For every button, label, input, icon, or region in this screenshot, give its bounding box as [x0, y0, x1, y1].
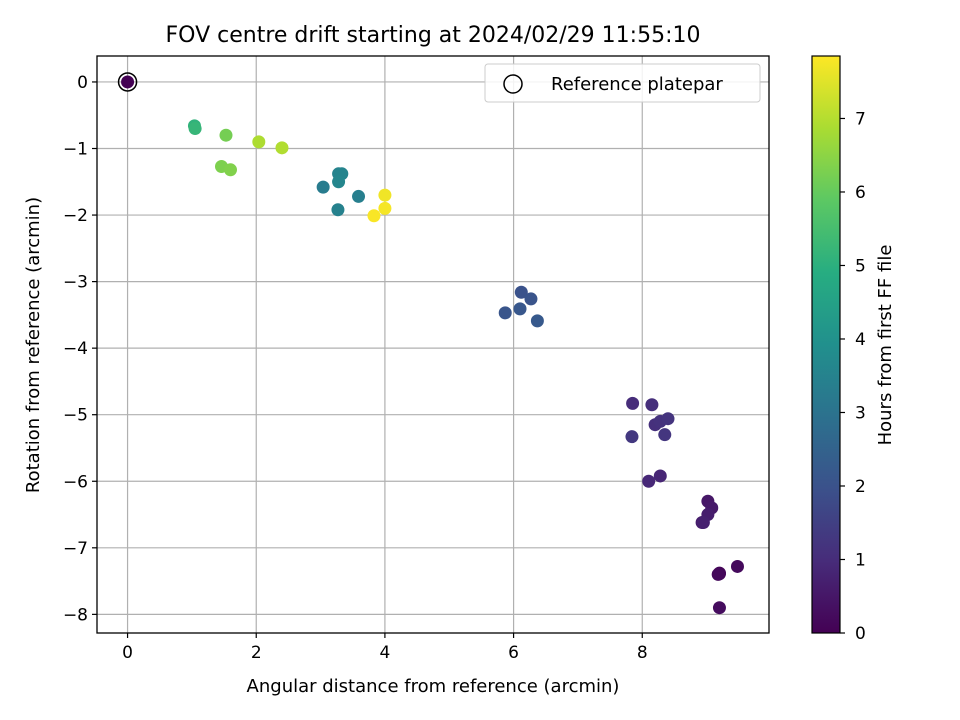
data-point: [514, 285, 528, 299]
data-point: [626, 396, 640, 410]
colorbar-tick-label: 6: [855, 183, 866, 203]
legend-marker-reference: [503, 74, 523, 94]
data-point: [275, 141, 289, 155]
plot-frame: [96, 55, 770, 634]
x-tick-label: 2: [251, 643, 262, 663]
data-point: [219, 128, 233, 142]
y-tick-label: −7: [63, 539, 88, 559]
data-point: [711, 567, 725, 581]
data-point: [658, 428, 672, 442]
plot-grid: [97, 56, 769, 633]
colorbar-tick-label: 5: [855, 256, 866, 276]
colorbar-tick-label: 3: [855, 403, 866, 423]
data-point: [712, 601, 726, 615]
data-point: [498, 306, 512, 320]
x-tick-label: 6: [508, 643, 519, 663]
x-tick-label: 0: [122, 643, 133, 663]
x-tick-label: 8: [637, 643, 648, 663]
data-point: [730, 559, 744, 573]
y-axis-ticks: 0 −1 −2 −3 −4 −5 −6 −7 −8: [63, 73, 97, 625]
colorbar-frame: [811, 55, 841, 634]
data-point: [378, 201, 392, 215]
y-tick-label: −5: [63, 406, 88, 426]
colorbar-tick-label: 7: [855, 109, 866, 129]
reference-marker: [117, 72, 138, 92]
y-tick-label: −4: [63, 339, 88, 359]
y-axis-label: Rotation from reference (arcmin): [23, 197, 44, 493]
y-tick-label: 0: [77, 73, 88, 93]
colorbar: 0 1 2 3 4 5 6 7 Hours from first FF file: [811, 55, 896, 644]
x-tick-label: 4: [379, 643, 390, 663]
data-point: [625, 430, 639, 444]
data-point: [530, 314, 544, 328]
data-point: [513, 302, 527, 316]
data-point: [316, 180, 330, 194]
data-point: [223, 163, 237, 177]
scatter-points: [117, 72, 744, 615]
data-point: [121, 75, 135, 89]
y-tick-label: −2: [63, 206, 88, 226]
data-point: [188, 122, 202, 136]
x-axis-ticks: 0 2 4 6 8: [122, 633, 648, 663]
data-point: [653, 469, 667, 483]
colorbar-tick-label: 4: [855, 330, 866, 350]
y-tick-label: −3: [63, 273, 88, 293]
x-axis-label: Angular distance from reference (arcmin): [247, 676, 620, 697]
colorbar-label: Hours from first FF file: [875, 245, 896, 446]
y-tick-label: −1: [63, 140, 88, 160]
legend: Reference platepar: [484, 63, 761, 103]
data-point: [642, 474, 656, 488]
data-point: [352, 189, 366, 203]
y-tick-label: −6: [63, 472, 88, 492]
data-point: [378, 188, 392, 202]
data-point: [367, 209, 381, 223]
colorbar-gradient: [812, 56, 840, 633]
data-point: [661, 412, 675, 426]
data-point: [252, 135, 266, 149]
data-point: [524, 292, 538, 306]
colorbar-tick-label: 2: [855, 477, 866, 497]
data-point: [645, 398, 659, 412]
y-tick-label: −8: [63, 605, 88, 625]
legend-box: [484, 63, 761, 103]
data-point: [696, 516, 710, 530]
legend-label-reference: Reference platepar: [551, 74, 723, 95]
colorbar-tick-label: 0: [855, 624, 866, 644]
data-point: [332, 175, 346, 189]
colorbar-tick-label: 1: [855, 550, 866, 570]
chart-title: FOV centre drift starting at 2024/02/29 …: [166, 23, 701, 48]
data-point: [331, 203, 345, 217]
colorbar-ticks: 0 1 2 3 4 5 6 7: [840, 109, 866, 644]
